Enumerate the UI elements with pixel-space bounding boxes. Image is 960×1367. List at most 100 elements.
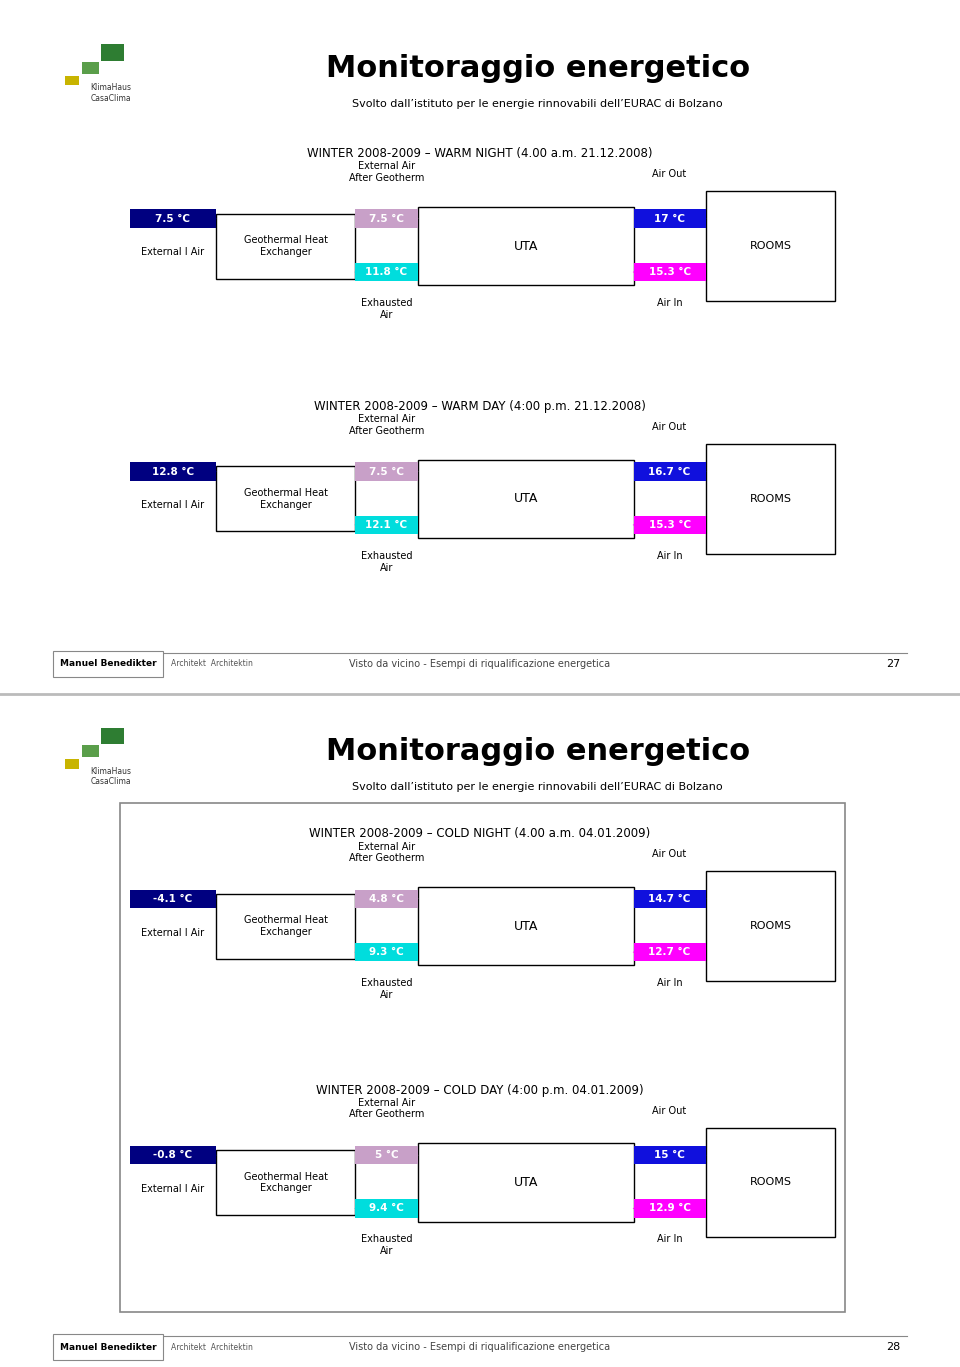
Text: Air In: Air In xyxy=(657,1234,683,1244)
Text: Svolto dall’istituto per le energie rinnovabili dell’EURAC di Bolzano: Svolto dall’istituto per le energie rinn… xyxy=(352,98,723,109)
Text: Monitoraggio energetico: Monitoraggio energetico xyxy=(325,737,750,767)
Text: Manuel Benedikter: Manuel Benedikter xyxy=(60,1342,156,1352)
FancyBboxPatch shape xyxy=(634,1199,706,1218)
Text: 7.5 °C: 7.5 °C xyxy=(369,213,404,224)
Text: Geothermal Heat
Exchanger: Geothermal Heat Exchanger xyxy=(244,235,327,257)
Text: Exhausted
Air: Exhausted Air xyxy=(361,551,412,573)
Bar xyxy=(82,745,99,757)
FancyBboxPatch shape xyxy=(216,466,355,532)
Text: 17 °C: 17 °C xyxy=(654,213,685,224)
Text: Exhausted
Air: Exhausted Air xyxy=(361,298,412,320)
Text: 9.3 °C: 9.3 °C xyxy=(369,947,404,957)
FancyBboxPatch shape xyxy=(130,1146,216,1165)
Text: ROOMS: ROOMS xyxy=(750,921,791,931)
FancyBboxPatch shape xyxy=(706,872,835,980)
Text: ROOMS: ROOMS xyxy=(750,1177,791,1188)
FancyBboxPatch shape xyxy=(634,462,706,481)
Text: 11.8 °C: 11.8 °C xyxy=(366,267,407,278)
Text: Architekt  Architektin: Architekt Architektin xyxy=(171,1342,252,1352)
Text: WINTER 2008-2009 – WARM NIGHT (4.00 a.m. 21.12.2008): WINTER 2008-2009 – WARM NIGHT (4.00 a.m.… xyxy=(307,148,653,160)
Text: ROOMS: ROOMS xyxy=(750,493,791,504)
Text: Manuel Benedikter: Manuel Benedikter xyxy=(60,659,156,668)
FancyBboxPatch shape xyxy=(130,462,216,481)
Text: 16.7 °C: 16.7 °C xyxy=(648,466,691,477)
Text: WINTER 2008-2009 – COLD NIGHT (4.00 a.m. 04.01.2009): WINTER 2008-2009 – COLD NIGHT (4.00 a.m.… xyxy=(309,827,651,841)
FancyBboxPatch shape xyxy=(418,1143,634,1222)
Text: External I Air: External I Air xyxy=(141,247,204,257)
Text: Air In: Air In xyxy=(657,979,683,988)
Text: 7.5 °C: 7.5 °C xyxy=(369,466,404,477)
FancyBboxPatch shape xyxy=(355,515,418,534)
Text: Geothermal Heat
Exchanger: Geothermal Heat Exchanger xyxy=(244,488,327,510)
Bar xyxy=(101,727,124,744)
Bar xyxy=(65,760,79,768)
FancyBboxPatch shape xyxy=(634,209,706,228)
FancyBboxPatch shape xyxy=(418,887,634,965)
FancyBboxPatch shape xyxy=(706,1128,835,1237)
Text: Monitoraggio energetico: Monitoraggio energetico xyxy=(325,53,750,83)
FancyBboxPatch shape xyxy=(120,804,845,1312)
Text: WINTER 2008-2009 – WARM DAY (4:00 p.m. 21.12.2008): WINTER 2008-2009 – WARM DAY (4:00 p.m. 2… xyxy=(314,401,646,413)
Text: UTA: UTA xyxy=(514,239,538,253)
FancyBboxPatch shape xyxy=(355,890,418,908)
Text: Exhausted
Air: Exhausted Air xyxy=(361,979,412,999)
Text: 12.1 °C: 12.1 °C xyxy=(366,519,407,530)
Text: 7.5 °C: 7.5 °C xyxy=(156,213,190,224)
FancyBboxPatch shape xyxy=(216,1150,355,1215)
Text: External I Air: External I Air xyxy=(141,927,204,938)
Text: 9.4 °C: 9.4 °C xyxy=(369,1203,404,1214)
FancyBboxPatch shape xyxy=(634,262,706,282)
Bar xyxy=(101,44,124,60)
Text: UTA: UTA xyxy=(514,492,538,506)
Text: 27: 27 xyxy=(886,659,900,668)
Text: Air Out: Air Out xyxy=(653,849,686,860)
Text: Visto da vicino - Esempi di riqualificazione energetica: Visto da vicino - Esempi di riqualificaz… xyxy=(349,659,611,668)
FancyBboxPatch shape xyxy=(216,213,355,279)
FancyBboxPatch shape xyxy=(355,462,418,481)
FancyBboxPatch shape xyxy=(418,206,634,286)
Text: 12.8 °C: 12.8 °C xyxy=(152,466,194,477)
Text: ROOMS: ROOMS xyxy=(750,241,791,252)
Text: External Air
After Geotherm: External Air After Geotherm xyxy=(348,842,424,863)
Text: 5 °C: 5 °C xyxy=(374,1150,398,1161)
Text: Air Out: Air Out xyxy=(653,1106,686,1115)
Text: Air Out: Air Out xyxy=(653,422,686,432)
Text: External Air
After Geotherm: External Air After Geotherm xyxy=(348,1098,424,1120)
FancyBboxPatch shape xyxy=(634,943,706,961)
FancyBboxPatch shape xyxy=(130,890,216,908)
FancyBboxPatch shape xyxy=(216,894,355,958)
Bar xyxy=(65,75,79,85)
Text: 28: 28 xyxy=(886,1342,900,1352)
Text: Geothermal Heat
Exchanger: Geothermal Heat Exchanger xyxy=(244,1172,327,1193)
Text: 14.7 °C: 14.7 °C xyxy=(648,894,691,904)
FancyBboxPatch shape xyxy=(706,444,835,554)
Text: KlimaHaus
CasaClima: KlimaHaus CasaClima xyxy=(90,767,132,786)
Text: 15.3 °C: 15.3 °C xyxy=(649,519,690,530)
Bar xyxy=(82,62,99,74)
FancyBboxPatch shape xyxy=(130,209,216,228)
Text: Svolto dall’istituto per le energie rinnovabili dell’EURAC di Bolzano: Svolto dall’istituto per le energie rinn… xyxy=(352,782,723,793)
FancyBboxPatch shape xyxy=(355,1146,418,1165)
FancyBboxPatch shape xyxy=(355,1199,418,1218)
Text: Geothermal Heat
Exchanger: Geothermal Heat Exchanger xyxy=(244,916,327,936)
FancyBboxPatch shape xyxy=(53,651,163,677)
Text: UTA: UTA xyxy=(514,1176,538,1189)
Text: UTA: UTA xyxy=(514,920,538,932)
Text: External I Air: External I Air xyxy=(141,500,204,510)
FancyBboxPatch shape xyxy=(634,1146,706,1165)
Text: 4.8 °C: 4.8 °C xyxy=(369,894,404,904)
Text: 15.3 °C: 15.3 °C xyxy=(649,267,690,278)
Text: 12.9 °C: 12.9 °C xyxy=(649,1203,690,1214)
Text: Air In: Air In xyxy=(657,298,683,308)
FancyBboxPatch shape xyxy=(355,262,418,282)
Text: 12.7 °C: 12.7 °C xyxy=(648,947,691,957)
FancyBboxPatch shape xyxy=(634,890,706,908)
Text: 15 °C: 15 °C xyxy=(654,1150,685,1161)
Text: Architekt  Architektin: Architekt Architektin xyxy=(171,659,252,668)
FancyBboxPatch shape xyxy=(634,515,706,534)
FancyBboxPatch shape xyxy=(53,1334,163,1360)
Text: Air In: Air In xyxy=(657,551,683,560)
Text: -0.8 °C: -0.8 °C xyxy=(154,1150,192,1161)
FancyBboxPatch shape xyxy=(418,459,634,539)
FancyBboxPatch shape xyxy=(706,191,835,301)
